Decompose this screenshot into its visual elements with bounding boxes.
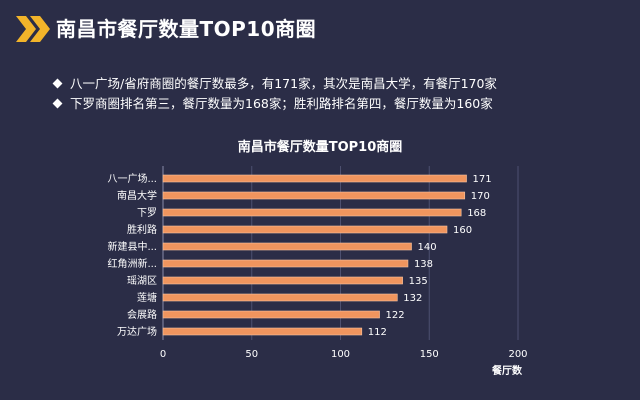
- bar: [162, 259, 409, 268]
- category-label: 下罗: [137, 207, 157, 219]
- value-label: 132: [403, 293, 422, 304]
- bar: [162, 242, 412, 251]
- value-label: 138: [414, 259, 433, 270]
- header: 南昌市餐厅数量TOP10商圈: [0, 0, 640, 56]
- x-axis-title: 餐厅数: [491, 364, 523, 377]
- chart-canvas: 0 50 100 150 200 八一广场... 171 南昌大学 170 下罗 168 胜利路 160…: [107, 166, 528, 377]
- bullet-item: 八一广场/省府商圈的餐厅数最多，有171家，其次是南昌大学，有餐厅170家: [52, 74, 497, 94]
- value-label: 171: [473, 174, 492, 185]
- chart-title: 南昌市餐厅数量TOP10商圈: [237, 140, 403, 155]
- bullet-text: 八一广场/省府商圈的餐厅数最多，有171家，其次是南昌大学，有餐厅170家: [70, 76, 497, 91]
- bar: [162, 293, 398, 302]
- page-title: 南昌市餐厅数量TOP10商圈: [56, 17, 317, 41]
- summary-bullets: 八一广场/省府商圈的餐厅数最多，有171家，其次是南昌大学，有餐厅170家 下罗…: [52, 74, 497, 114]
- value-label: 168: [467, 208, 486, 219]
- double-chevron-icon: [16, 16, 50, 42]
- category-label: 新建县中...: [107, 240, 157, 253]
- category-label: 八一广场...: [107, 172, 157, 185]
- value-label: 122: [386, 310, 405, 321]
- value-label: 170: [471, 191, 490, 202]
- category-label: 万达广场: [117, 325, 157, 338]
- bullet-item: 下罗商圈排名第三，餐厅数量为168家；胜利路排名第四，餐厅数量为160家: [52, 94, 497, 114]
- x-tick-label: 0: [160, 349, 166, 360]
- diamond-bullet-icon: [52, 78, 63, 89]
- bar: [162, 225, 448, 234]
- bar: [162, 174, 467, 183]
- value-label: 160: [453, 225, 472, 236]
- bar: [162, 208, 462, 217]
- x-tick-label: 150: [420, 349, 439, 360]
- value-label: 135: [409, 276, 428, 287]
- x-tick-label: 100: [331, 349, 350, 360]
- bar: [162, 310, 380, 319]
- x-tick-label: 200: [508, 349, 527, 360]
- value-label: 112: [368, 327, 387, 338]
- category-label: 胜利路: [127, 223, 157, 236]
- category-label: 会展路: [127, 308, 157, 321]
- bar: [162, 191, 466, 200]
- category-label: 南昌大学: [117, 189, 157, 202]
- category-label: 莲塘: [137, 291, 157, 304]
- bar: [162, 327, 363, 336]
- category-label: 红角洲新...: [107, 257, 157, 270]
- bar: [162, 276, 403, 285]
- value-label: 140: [418, 242, 437, 253]
- x-tick-label: 50: [245, 349, 258, 360]
- category-label: 瑶湖区: [127, 275, 157, 287]
- bullet-text: 下罗商圈排名第三，餐厅数量为168家；胜利路排名第四，餐厅数量为160家: [70, 96, 493, 111]
- diamond-bullet-icon: [52, 98, 63, 109]
- bar-chart: 南昌市餐厅数量TOP10商圈 0 50 100 150 200 八一广场... 171 南昌大…: [0, 130, 640, 400]
